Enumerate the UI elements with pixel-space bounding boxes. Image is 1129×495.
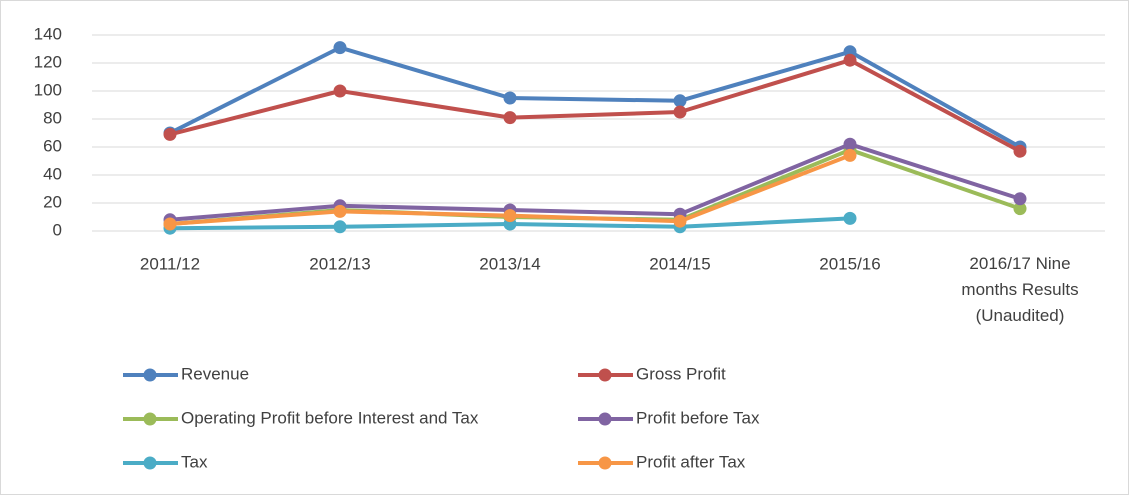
x-tick-label: 2014/15 bbox=[649, 254, 710, 273]
series-point bbox=[333, 220, 347, 234]
y-tick-label: 120 bbox=[34, 52, 62, 71]
legend-label: Gross Profit bbox=[636, 364, 726, 383]
series-point bbox=[503, 209, 517, 223]
legend-marker bbox=[143, 412, 157, 426]
legend-label: Operating Profit before Interest and Tax bbox=[181, 408, 479, 427]
legend-marker bbox=[143, 368, 157, 382]
series-point bbox=[163, 217, 177, 231]
legend-label: Revenue bbox=[181, 364, 249, 383]
series-point bbox=[673, 105, 687, 119]
legend-marker bbox=[598, 368, 612, 382]
series-point bbox=[843, 148, 857, 162]
series-point bbox=[843, 137, 857, 151]
y-tick-label: 20 bbox=[43, 192, 62, 211]
y-tick-label: 40 bbox=[43, 164, 62, 183]
series-point bbox=[1013, 192, 1027, 206]
y-tick-label: 60 bbox=[43, 136, 62, 155]
series-point bbox=[503, 91, 517, 105]
x-tick-label: 2016/17 Nine months Results (Unaudited) bbox=[961, 254, 1078, 325]
series-point bbox=[503, 111, 517, 125]
x-tick-label: 2011/12 bbox=[140, 254, 200, 273]
series-line bbox=[168, 58, 1022, 154]
series-point bbox=[1013, 144, 1027, 158]
legend-marker bbox=[143, 456, 157, 470]
series-point bbox=[333, 84, 347, 98]
series-line bbox=[168, 142, 1022, 222]
series-line bbox=[168, 45, 1022, 149]
x-tick-label: 2015/16 bbox=[819, 254, 880, 273]
series-point bbox=[333, 204, 347, 218]
y-tick-label: 100 bbox=[34, 80, 62, 99]
series-point bbox=[843, 211, 857, 225]
x-tick-label: 2012/13 bbox=[309, 254, 370, 273]
series-point bbox=[843, 53, 857, 67]
y-tick-label: 80 bbox=[43, 108, 62, 127]
legend-label: Profit before Tax bbox=[636, 408, 760, 427]
series-point bbox=[673, 94, 687, 108]
series-point bbox=[333, 41, 347, 55]
legend-marker bbox=[598, 456, 612, 470]
series-point bbox=[163, 127, 177, 141]
x-tick-label: 2013/14 bbox=[479, 254, 540, 273]
legend-label: Tax bbox=[181, 452, 208, 471]
series-point bbox=[1013, 202, 1027, 216]
legend-label: Profit after Tax bbox=[636, 452, 746, 471]
series-point bbox=[673, 214, 687, 228]
legend-marker bbox=[598, 412, 612, 426]
y-tick-label: 0 bbox=[53, 220, 62, 239]
y-tick-label: 140 bbox=[34, 24, 62, 43]
